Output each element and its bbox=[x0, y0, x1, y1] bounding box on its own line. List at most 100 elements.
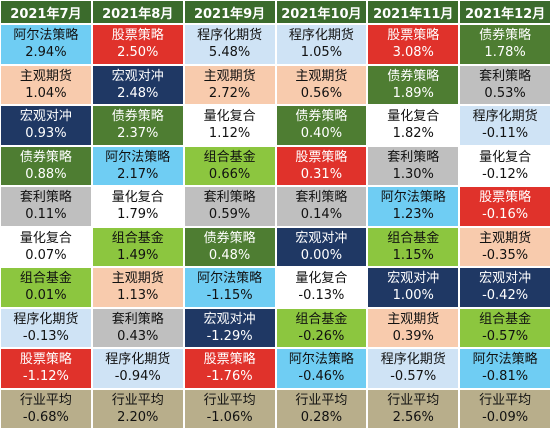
strategy-name: 量化复合 bbox=[203, 109, 256, 125]
strategy-name: 程序化期货 bbox=[13, 311, 79, 327]
strategy-name: 宏观对冲 bbox=[295, 230, 348, 246]
strategy-return: -0.57% bbox=[482, 328, 529, 344]
strategy-return: -0.12% bbox=[482, 166, 529, 182]
strategy-return: 1.04% bbox=[25, 85, 67, 101]
strategy-cell: 套利策略 0.11% bbox=[1, 187, 91, 226]
strategy-return: 0.01% bbox=[25, 288, 67, 304]
strategy-cell: 行业平均 -0.68% bbox=[1, 389, 91, 428]
strategy-name: 债券策略 bbox=[111, 109, 164, 125]
strategy-name: 量化复合 bbox=[387, 109, 440, 125]
strategy-cell: 阿尔法策略 -0.46% bbox=[276, 349, 367, 388]
strategy-name: 债券策略 bbox=[387, 68, 440, 84]
strategy-return: 0.66% bbox=[208, 166, 251, 182]
strategy-name: 债券策略 bbox=[295, 109, 348, 125]
strategy-return: 1.49% bbox=[117, 247, 159, 263]
strategy-name: 程序化期货 bbox=[105, 352, 171, 368]
strategy-name: 程序化期货 bbox=[472, 109, 538, 125]
strategy-cell: 股票策略 3.08% bbox=[368, 25, 459, 64]
strategy-name: 股票策略 bbox=[387, 28, 440, 44]
strategy-name: 债券策略 bbox=[19, 149, 72, 165]
strategy-cell: 程序化期货 5.48% bbox=[184, 25, 275, 64]
strategy-name: 阿尔法策略 bbox=[380, 190, 446, 206]
strategy-return: -1.06% bbox=[206, 409, 253, 425]
strategy-name: 阿尔法策略 bbox=[105, 149, 171, 165]
strategy-cell: 程序化期货 -0.13% bbox=[1, 308, 91, 347]
strategy-cell: 宏观对冲 -0.42% bbox=[460, 268, 550, 307]
strategy-cell: 债券策略 0.48% bbox=[184, 227, 275, 266]
strategy-return: -0.16% bbox=[482, 207, 529, 223]
strategy-cell: 套利策略 0.59% bbox=[184, 187, 275, 226]
strategy-return: 1.82% bbox=[392, 126, 434, 142]
strategy-cell: 组合基金 -0.57% bbox=[460, 308, 550, 347]
strategy-return: 0.00% bbox=[300, 247, 343, 263]
strategy-cell: 量化复合 0.07% bbox=[1, 227, 91, 266]
strategy-name: 股票策略 bbox=[203, 352, 256, 368]
strategy-cell: 主观期货 0.39% bbox=[368, 308, 459, 347]
strategy-return: -0.68% bbox=[22, 409, 69, 425]
strategy-cell: 量化复合 1.12% bbox=[184, 106, 275, 145]
strategy-cell: 程序化期货 -0.57% bbox=[368, 349, 459, 388]
strategy-name: 宏观对冲 bbox=[19, 109, 72, 125]
strategy-return: 0.93% bbox=[25, 126, 67, 142]
strategy-cell: 行业平均 -1.06% bbox=[184, 389, 275, 428]
strategy-return: 2.17% bbox=[117, 166, 159, 182]
strategy-cell: 组合基金 -0.26% bbox=[276, 308, 367, 347]
strategy-cell: 量化复合 -0.13% bbox=[276, 268, 367, 307]
strategy-name: 行业平均 bbox=[387, 392, 440, 408]
strategy-return: 1.30% bbox=[392, 166, 434, 182]
strategy-cell: 股票策略 -1.12% bbox=[1, 349, 91, 388]
strategy-name: 程序化期货 bbox=[380, 352, 446, 368]
strategy-return: 0.39% bbox=[392, 328, 434, 344]
strategy-cell: 量化复合 1.79% bbox=[92, 187, 183, 226]
strategy-name: 债券策略 bbox=[203, 230, 256, 246]
strategy-name: 套利策略 bbox=[203, 190, 256, 206]
strategy-cell: 股票策略 2.50% bbox=[92, 25, 183, 64]
strategy-cell: 行业平均 2.20% bbox=[92, 389, 183, 428]
strategy-cell: 宏观对冲 2.48% bbox=[92, 65, 183, 104]
strategy-return: 1.78% bbox=[484, 45, 526, 61]
strategy-name: 宏观对冲 bbox=[203, 311, 256, 327]
strategy-return: 0.56% bbox=[300, 85, 343, 101]
strategy-cell: 行业平均 -0.09% bbox=[460, 389, 550, 428]
strategy-name: 组合基金 bbox=[111, 230, 164, 246]
strategy-cell: 行业平均 0.28% bbox=[276, 389, 367, 428]
strategy-return: -0.35% bbox=[482, 247, 529, 263]
strategy-name: 程序化期货 bbox=[197, 28, 263, 44]
strategy-return: -1.76% bbox=[206, 369, 253, 385]
strategy-name: 股票策略 bbox=[19, 352, 72, 368]
strategy-return: 0.31% bbox=[300, 166, 343, 182]
strategy-cell: 量化复合 -0.12% bbox=[460, 146, 550, 185]
strategy-return: -1.29% bbox=[206, 328, 253, 344]
strategy-name: 阿尔法策略 bbox=[197, 271, 263, 287]
strategy-return: -0.94% bbox=[114, 369, 161, 385]
strategy-name: 阿尔法策略 bbox=[13, 28, 79, 44]
strategy-return: 1.79% bbox=[117, 207, 159, 223]
strategy-name: 量化复合 bbox=[295, 271, 348, 287]
strategy-cell: 套利策略 1.30% bbox=[368, 146, 459, 185]
strategy-cell: 主观期货 1.13% bbox=[92, 268, 183, 307]
strategy-return: -0.11% bbox=[482, 126, 529, 142]
strategy-name: 套利策略 bbox=[387, 149, 440, 165]
strategy-name: 宏观对冲 bbox=[387, 271, 440, 287]
strategy-name: 股票策略 bbox=[295, 149, 348, 165]
strategy-return: 2.48% bbox=[117, 85, 159, 101]
strategy-return: 0.07% bbox=[25, 247, 67, 263]
strategy-return: -1.12% bbox=[22, 369, 69, 385]
strategy-cell: 主观期货 1.04% bbox=[1, 65, 91, 104]
strategy-cell: 宏观对冲 1.00% bbox=[368, 268, 459, 307]
strategy-name: 宏观对冲 bbox=[111, 68, 164, 84]
strategy-name: 主观期货 bbox=[111, 271, 164, 287]
strategy-return: -0.13% bbox=[298, 288, 345, 304]
strategy-cell: 股票策略 -1.76% bbox=[184, 349, 275, 388]
strategy-return: -0.13% bbox=[22, 328, 69, 344]
strategy-return: 2.20% bbox=[117, 409, 159, 425]
strategy-cell: 组合基金 1.15% bbox=[368, 227, 459, 266]
strategy-return: 5.48% bbox=[208, 45, 251, 61]
month-header: 2021年12月 bbox=[460, 1, 550, 23]
strategy-name: 股票策略 bbox=[111, 28, 164, 44]
strategy-name: 套利策略 bbox=[479, 68, 532, 84]
strategy-name: 行业平均 bbox=[295, 392, 348, 408]
month-header: 2021年7月 bbox=[1, 1, 91, 23]
strategy-return: -1.15% bbox=[206, 288, 253, 304]
strategy-cell: 组合基金 0.01% bbox=[1, 268, 91, 307]
